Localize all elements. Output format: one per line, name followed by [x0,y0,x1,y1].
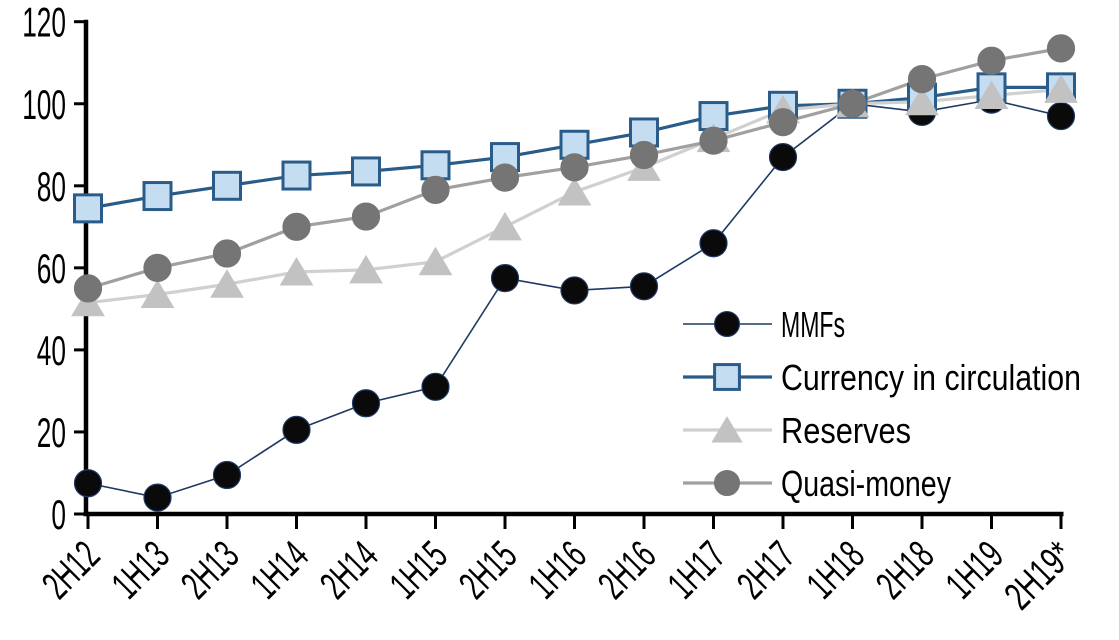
series-marker-triangle [557,176,592,206]
series-marker-circle [212,460,242,490]
series-marker-circle [143,483,172,512]
series-marker-triangle [711,416,743,443]
series-marker-circle [1046,101,1076,131]
series-marker-triangle [1044,74,1078,103]
y-tick-label: 60 [37,245,66,292]
series-marker-square [73,193,103,224]
x-tick-label: 2H16 [590,533,664,607]
series-marker-circle [421,175,450,205]
series-marker-circle [560,153,589,182]
x-tick-label: 1H13 [104,533,178,607]
x-tick-label: 2H12 [34,533,108,607]
legend-label: Quasi-money [781,463,951,504]
series-marker-circle [907,65,937,94]
x-tick-label: 1H15 [382,533,456,607]
y-tick-label: 40 [37,327,66,374]
series-marker-triangle [140,279,175,309]
series-marker-circle [838,89,867,118]
series-marker-circle [282,415,311,444]
series-marker-circle [699,126,728,155]
series-marker-circle [421,372,450,401]
series-marker-circle [629,140,659,170]
series-marker-circle [977,46,1006,75]
series-marker-triangle [488,211,522,241]
series-marker-circle [212,239,242,268]
x-tick-label: 2H13 [173,533,247,607]
series-marker-triangle [279,256,314,286]
x-tick-label: 2H14 [312,533,386,607]
series-marker-square [713,363,741,391]
series-marker-triangle [418,246,453,276]
x-tick-label: 2H18 [868,533,942,607]
series-marker-triangle [974,80,1009,110]
series-marker-triangle [905,86,939,116]
series-marker-square [281,160,312,191]
x-tick-label: 1H17 [660,533,734,607]
series-marker-square [351,156,381,187]
series-marker-triangle [210,269,244,298]
legend-label: Reserves [781,410,911,451]
series-marker-circle [768,142,798,172]
x-tick-label: 1H16 [521,533,595,607]
series-marker-square [142,181,173,212]
x-tick-label: 1H19 [938,533,1012,607]
series-marker-circle [73,469,103,498]
series-marker-circle [1046,34,1076,63]
legend-label: Currency in circulation [781,357,1081,398]
x-tick-label: 1H18 [799,533,873,607]
series-marker-square [212,170,242,201]
series-marker-circle [490,264,520,293]
series-marker-circle [713,310,741,338]
x-tick-label: 2H19* [997,533,1082,618]
series-marker-circle [143,253,172,282]
series-marker-circle [282,212,311,241]
series-marker-circle [768,108,798,137]
series-marker-circle [629,272,659,301]
y-tick-label: 20 [37,409,66,456]
y-tick-label: 80 [37,163,66,210]
y-tick-label: 100 [22,81,66,128]
series-marker-circle [713,469,741,497]
series-marker-circle [351,202,381,231]
series-marker-square [420,150,451,181]
x-tick-label: 2H17 [729,533,803,607]
series-marker-triangle [349,254,383,284]
series-marker-circle [560,276,589,305]
series-marker-circle [490,163,520,192]
series-marker-circle [351,389,381,418]
x-tick-label: 2H15 [451,533,525,607]
legend-label: MMFs [781,304,845,345]
series-marker-circle [73,274,103,303]
y-tick-label: 120 [22,0,66,46]
x-tick-label: 1H14 [243,533,317,607]
y-tick-label: 0 [51,491,66,538]
series-marker-circle [699,229,728,258]
